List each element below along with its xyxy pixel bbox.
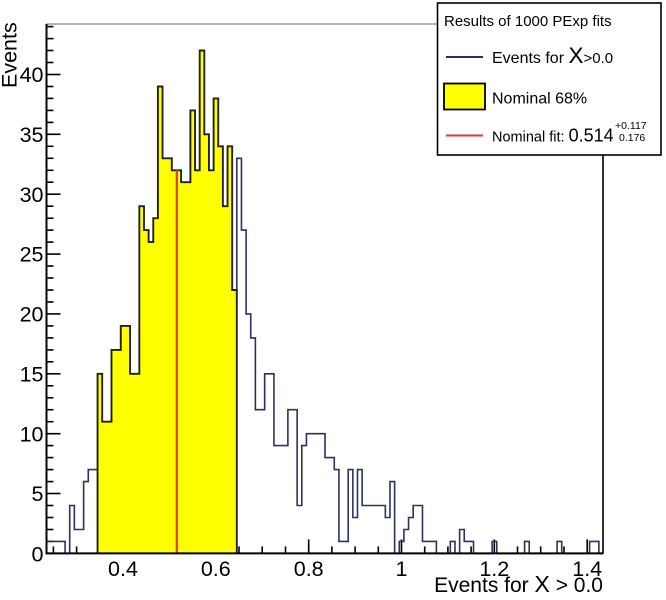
svg-text:35: 35 bbox=[20, 123, 44, 147]
svg-text:1: 1 bbox=[396, 557, 408, 581]
svg-text:0.8: 0.8 bbox=[294, 557, 324, 581]
svg-text:1.4: 1.4 bbox=[572, 557, 602, 581]
svg-text:1.2: 1.2 bbox=[479, 557, 509, 581]
svg-text:Nominal fit: 0.514: Nominal fit: 0.514 bbox=[492, 126, 614, 146]
svg-text:20: 20 bbox=[20, 303, 44, 327]
svg-text:0.6: 0.6 bbox=[201, 557, 231, 581]
svg-text:Events: Events bbox=[0, 22, 22, 88]
svg-text:Results of 1000 PExp fits: Results of 1000 PExp fits bbox=[444, 13, 612, 30]
svg-text:40: 40 bbox=[20, 63, 44, 87]
svg-text:25: 25 bbox=[20, 243, 44, 267]
svg-text:0.4: 0.4 bbox=[108, 557, 138, 581]
svg-text:30: 30 bbox=[20, 183, 44, 207]
svg-text:Events for X > 0.0: Events for X > 0.0 bbox=[434, 571, 603, 597]
svg-text:+0.117: +0.117 bbox=[615, 120, 647, 132]
svg-text:Nominal 68%: Nominal 68% bbox=[492, 91, 587, 108]
svg-text:5: 5 bbox=[32, 482, 44, 506]
svg-text:0: 0 bbox=[32, 543, 44, 567]
svg-text:15: 15 bbox=[20, 362, 44, 386]
svg-text:0.176: 0.176 bbox=[619, 132, 645, 144]
svg-text:10: 10 bbox=[20, 422, 44, 446]
